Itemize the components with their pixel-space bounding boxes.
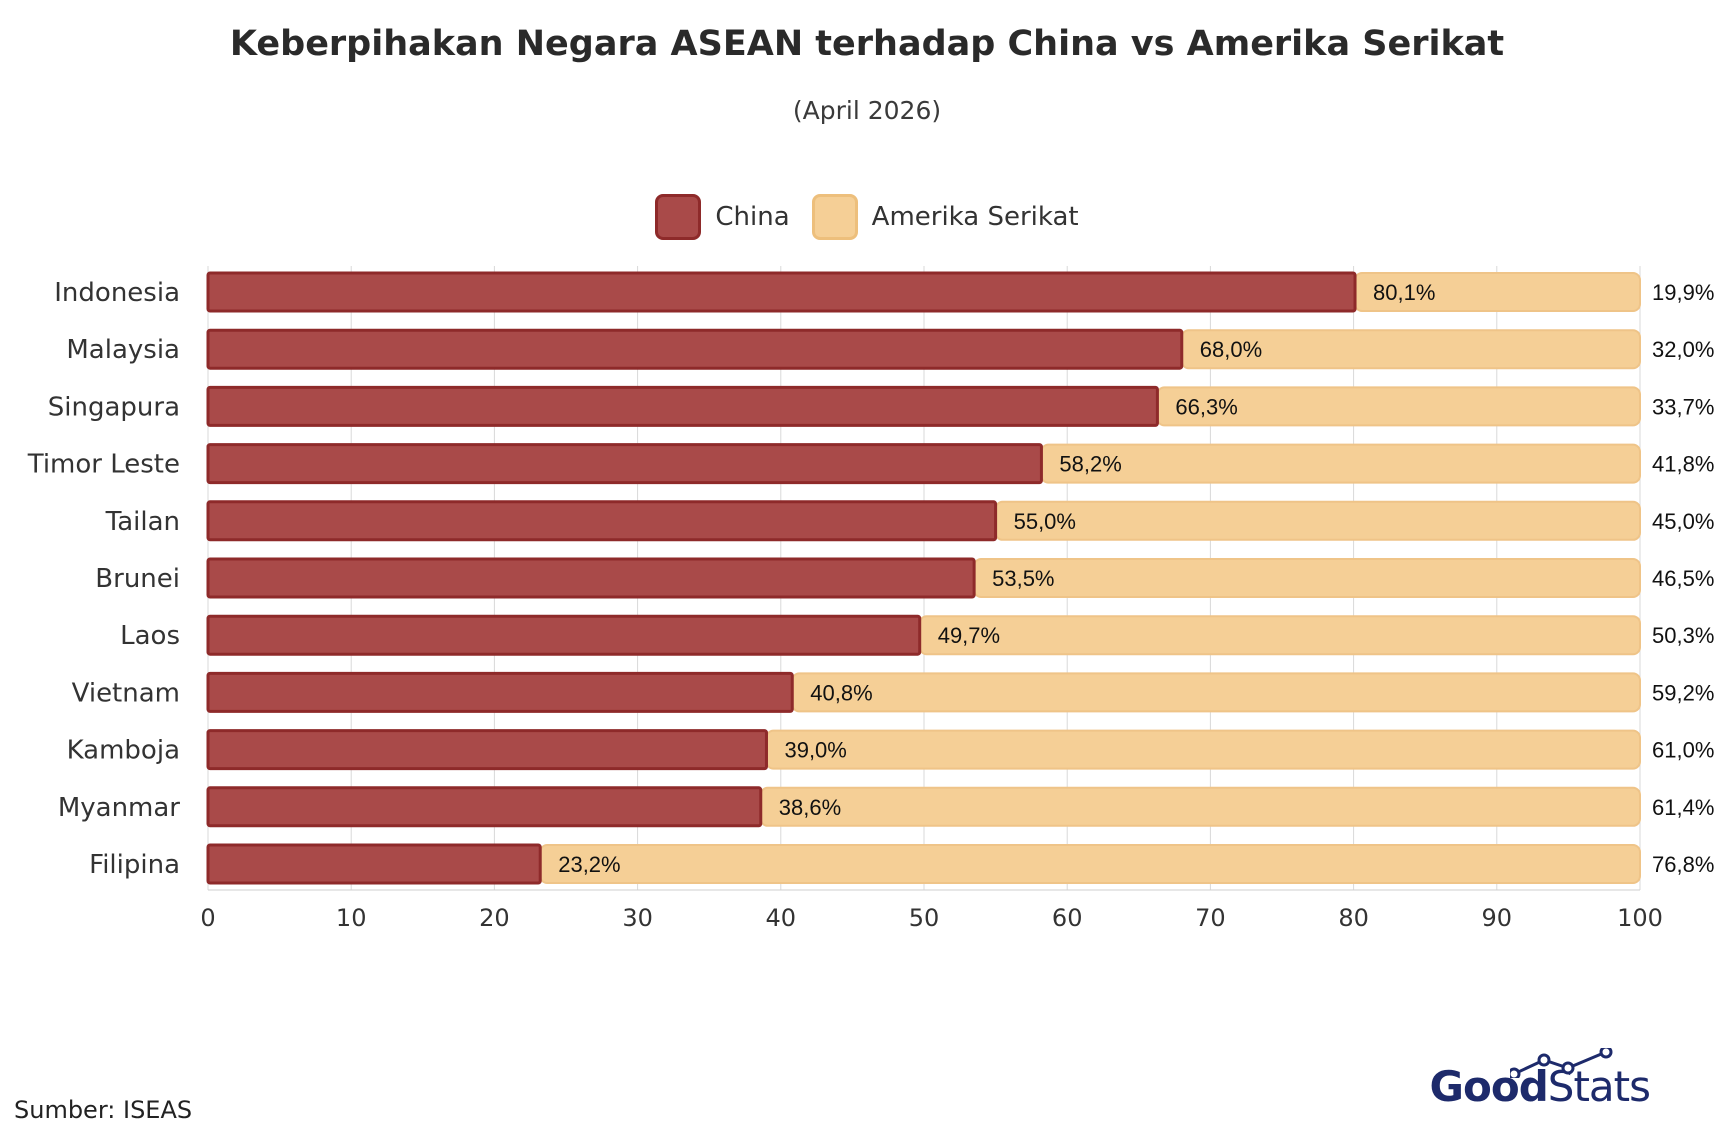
category-label: Brunei — [95, 564, 180, 594]
data-label-china: 53,5% — [992, 566, 1054, 591]
goodstats-logo: GoodStats — [1429, 1048, 1651, 1111]
source-note: Sumber: ISEAS — [14, 1096, 193, 1124]
bar-china — [206, 443, 1043, 485]
data-label-amerika-serikat: 45,0% — [1652, 509, 1714, 534]
bar-amerika-serikat — [973, 558, 1641, 598]
data-label-amerika-serikat: 46,5% — [1652, 566, 1714, 591]
data-label-china: 55,0% — [1014, 509, 1076, 534]
bar-amerika-serikat — [1040, 443, 1641, 484]
bar-china — [206, 843, 542, 885]
data-label-china: 39,0% — [784, 738, 846, 763]
category-label: Indonesia — [54, 278, 180, 308]
legend-swatch-amerika-serikat — [811, 194, 858, 240]
legend-item-china: China — [655, 194, 790, 240]
x-tick-label: 70 — [1195, 904, 1226, 932]
x-tick-label: 80 — [1338, 904, 1369, 932]
category-label: Filipina — [89, 850, 180, 880]
data-label-china: 68,0% — [1200, 337, 1262, 362]
bar-amerika-serikat — [918, 615, 1641, 656]
x-tick-label: 0 — [200, 904, 215, 932]
x-tick-label: 60 — [1052, 904, 1083, 932]
legend-swatch-china — [655, 194, 702, 240]
category-label: Tailan — [105, 507, 180, 537]
bar-china — [206, 328, 1184, 370]
bar-china — [206, 385, 1159, 427]
x-tick-label: 10 — [336, 904, 367, 932]
x-tick-label: 90 — [1482, 904, 1513, 932]
bar-china — [206, 271, 1357, 313]
x-tick-label: 20 — [479, 904, 510, 932]
data-label-china: 40,8% — [810, 680, 872, 705]
data-label-china: 23,2% — [558, 852, 620, 877]
x-tick-label: 100 — [1617, 904, 1663, 932]
data-label-amerika-serikat: 61,0% — [1652, 738, 1714, 763]
legend: China Amerika Serikat — [0, 194, 1734, 240]
category-label: Myanmar — [58, 793, 180, 823]
chart-subtitle: (April 2026) — [792, 96, 942, 125]
data-label-china: 38,6% — [779, 795, 841, 820]
bar-china — [206, 557, 976, 599]
bar-china — [206, 729, 768, 771]
data-label-amerika-serikat: 50,3% — [1652, 623, 1714, 648]
category-label: Malaysia — [66, 335, 180, 365]
x-tick-label: 40 — [766, 904, 797, 932]
data-label-china: 49,7% — [938, 623, 1000, 648]
data-label-china: 80,1% — [1373, 280, 1435, 305]
category-label: Singapura — [48, 392, 180, 422]
logo-text-good: Good — [1429, 1062, 1549, 1111]
data-label-china: 66,3% — [1175, 394, 1237, 419]
bar-china — [206, 500, 998, 542]
bar-amerika-serikat — [539, 844, 1641, 884]
legend-item-amerika-serikat: Amerika Serikat — [811, 194, 1079, 240]
chart-title: Keberpihakan Negara ASEAN terhadap China… — [229, 24, 1505, 64]
logo-chart-icon — [1509, 1048, 1613, 1078]
category-label: Vietnam — [72, 678, 180, 708]
data-label-amerika-serikat: 41,8% — [1652, 452, 1714, 477]
bar-amerika-serikat — [791, 672, 1641, 713]
bar-china — [206, 671, 794, 713]
data-label-amerika-serikat: 59,2% — [1652, 680, 1714, 705]
legend-label-china: China — [715, 202, 790, 232]
category-label: Laos — [120, 621, 180, 651]
bar-amerika-serikat — [759, 786, 1641, 827]
category-label: Timor Leste — [27, 450, 180, 480]
x-tick-label: 50 — [909, 904, 940, 932]
data-label-amerika-serikat: 76,8% — [1652, 852, 1714, 877]
data-label-china: 58,2% — [1059, 452, 1121, 477]
data-label-amerika-serikat: 33,7% — [1652, 394, 1714, 419]
bar-amerika-serikat — [765, 729, 1641, 770]
x-tick-label: 30 — [622, 904, 653, 932]
data-label-amerika-serikat: 19,9% — [1652, 280, 1714, 305]
bar-china — [206, 786, 763, 828]
data-label-amerika-serikat: 32,0% — [1652, 337, 1714, 362]
bar-amerika-serikat — [994, 500, 1641, 541]
bar-china — [206, 614, 922, 656]
data-label-amerika-serikat: 61,4% — [1652, 795, 1714, 820]
category-label: Kamboja — [67, 736, 180, 766]
legend-label-amerika-serikat: Amerika Serikat — [871, 202, 1079, 232]
